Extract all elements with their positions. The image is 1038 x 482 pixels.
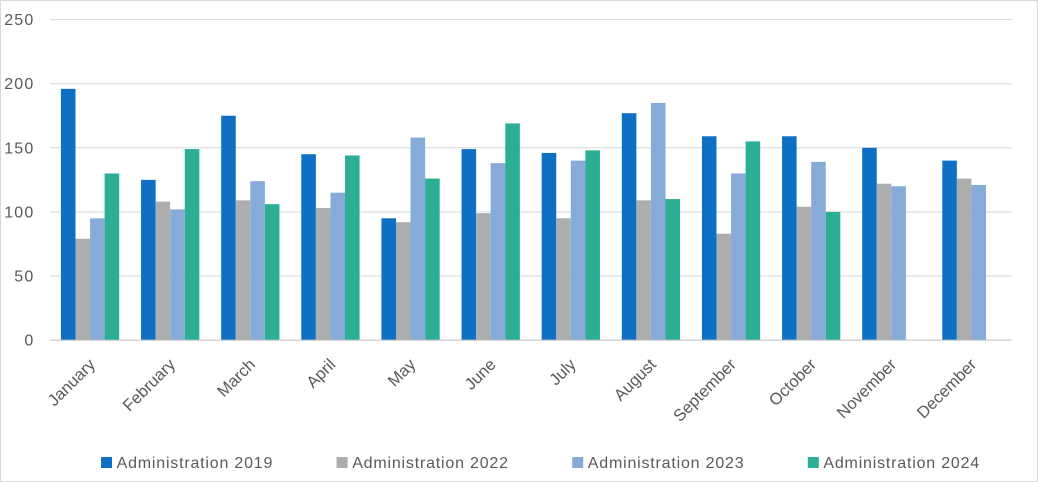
svg-text:250: 250: [4, 12, 34, 29]
svg-text:June: June: [461, 356, 499, 394]
svg-text:July: July: [546, 355, 580, 389]
svg-text:200: 200: [4, 76, 34, 93]
svg-text:0: 0: [24, 333, 34, 350]
svg-text:August: August: [611, 355, 660, 404]
svg-text:150: 150: [4, 140, 34, 157]
svg-text:December: December: [914, 355, 981, 422]
svg-text:Administration 2022: Administration 2022: [352, 455, 509, 472]
svg-text:October: October: [766, 355, 821, 410]
svg-text:100: 100: [4, 204, 34, 221]
svg-text:May: May: [385, 355, 420, 390]
svg-text:April: April: [303, 356, 339, 392]
svg-text:Administration 2019: Administration 2019: [117, 455, 274, 472]
svg-text:September: September: [670, 355, 740, 425]
svg-text:March: March: [214, 356, 259, 401]
svg-text:February: February: [120, 355, 180, 415]
svg-text:Administration 2023: Administration 2023: [588, 455, 745, 472]
svg-text:Administration 2024: Administration 2024: [823, 455, 980, 472]
svg-text:January: January: [45, 355, 100, 410]
svg-text:50: 50: [14, 269, 34, 286]
svg-text:November: November: [834, 355, 901, 422]
